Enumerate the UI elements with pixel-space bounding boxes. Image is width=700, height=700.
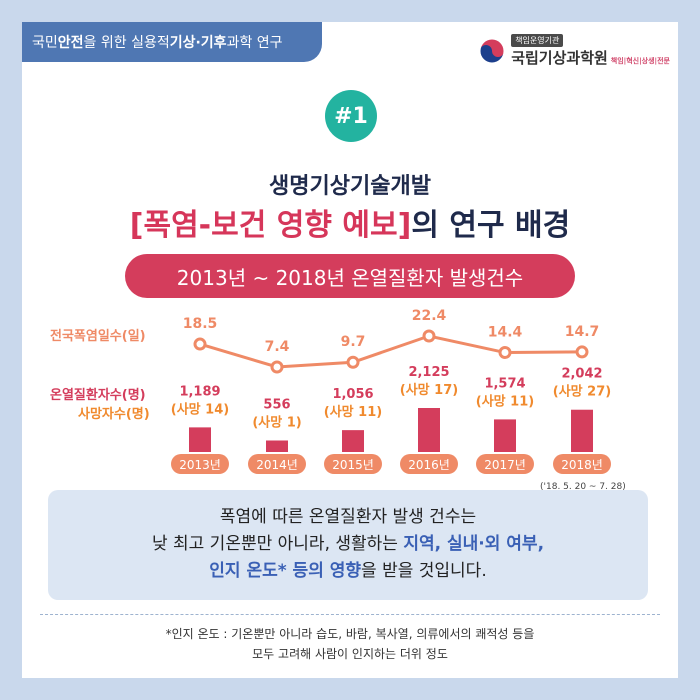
footnote-line-2: 모두 고려해 사람이 인지하는 더위 정도 [252,647,448,661]
year-pill [476,454,534,474]
heatwave-days-point [422,329,436,343]
title-line-1: 생명기상기술개발 [269,174,431,199]
year-pill [324,454,382,474]
patients-bar [571,409,593,452]
divider [40,614,660,615]
heatwave-days-value-label: 7.4 [265,339,290,355]
taegeuk-emblem-icon [479,38,505,64]
year-pill [248,454,306,474]
heatwave-days-value-label: 9.7 [341,334,366,350]
footnote: *인지 온도 : 기온뿐만 아니라 습도, 바람, 복사열, 의류에서의 쾌적성… [0,624,700,664]
tagline-pre: 국민 [32,35,58,51]
title-highlight: [폭염-보건 영향 예보] [129,208,412,243]
heatwave-days-value-label: 18.5 [183,316,218,332]
patients-value-label: 1,056 [332,387,373,402]
label-deaths: 사망자수(명) [78,407,150,422]
year-label: 2013년 [179,458,221,472]
patients-bar [342,430,364,452]
summary-line-3-post: 을 받을 것입니다. [361,561,487,581]
heatwave-days-value-label: 22.4 [412,308,447,324]
heatwave-days-point [498,346,512,360]
chart-title-pill: 2013년 ~ 2018년 온열질환자 발생건수 [125,254,575,298]
label-patients: 온열질환자수(명) [50,388,146,403]
patients-value-label: 1,574 [484,376,525,391]
title-line-2: [폭염-보건 영향 예보]의 연구 배경 [0,200,700,244]
org-small-label: 책임운영기관 [511,34,564,47]
heatwave-days-point [193,337,207,351]
heatwave-days-point [575,345,589,359]
patients-value-label: 2,042 [561,367,602,382]
patients-value-label: 556 [263,397,290,412]
title-rest: 의 연구 배경 [411,208,571,243]
heatwave-days-value-label: 14.4 [488,325,523,341]
summary-line-2: 낮 최고 기온뿐만 아니라, 생활하는 지역, 실내·외 여부, [48,531,648,558]
patients-bar [418,408,440,452]
section-number-badge: #1 [325,90,377,142]
patients-bar [494,419,516,452]
summary-line-2-pre: 낮 최고 기온뿐만 아니라, 생활하는 [151,534,404,554]
deaths-value-label: (사망 11) [324,404,382,420]
tagline-mid: 을 위한 실용적 [83,35,170,51]
year-label: 2018년 [561,458,603,472]
footnote-line-1: *인지 온도 : 기온뿐만 아니라 습도, 바람, 복사열, 의류에서의 쾌적성… [165,627,535,641]
deaths-value-label: (사망 1) [252,414,301,430]
tagline-bold-1: 안전 [57,35,84,51]
label-heatwave-days: 전국폭염일수(일) [50,329,146,344]
tagline-bold-2: 기상·기후 [169,35,227,51]
org-name: 국립기상과학원 [511,49,608,67]
year-label: 2016년 [408,458,450,472]
patients-value-label: 2,125 [408,365,449,380]
summary-line-3: 인지 온도* 등의 영향을 받을 것입니다. [48,558,648,585]
deaths-value-label: (사망 14) [171,401,229,417]
patients-bar [189,427,211,452]
org-slogan: 책임|혁신|상생|전문 [610,57,670,65]
year-pill [553,454,611,474]
year-label: 2017년 [484,458,526,472]
heatwave-days-point [270,360,284,374]
patients-bar [266,440,288,452]
heatwave-days-line [199,334,583,369]
deaths-value-label: (사망 17) [400,382,458,398]
year-label: 2015년 [332,458,374,472]
summary-line-1: 폭염에 따른 온열질환자 발생 건수는 [219,507,477,527]
period-note: ('18. 5. 20 ~ 7. 28) [540,482,626,492]
tagline-post: 과학 연구 [226,35,283,51]
year-pill [400,454,458,474]
summary-box: 폭염에 따른 온열질환자 발생 건수는 낮 최고 기온뿐만 아니라, 생활하는 … [48,490,648,600]
org-logo: 책임운영기관 국립기상과학원 책임|혁신|상생|전문 [479,34,670,68]
year-pill [171,454,229,474]
header-tagline: 국민 안전 을 위한 실용적 기상·기후 과학 연구 [22,22,322,62]
heatwave-days-value-label: 14.7 [565,324,600,340]
heatwave-days-point [346,355,360,369]
summary-line-2-emphasis: 지역, 실내·외 여부, [403,534,545,554]
deaths-value-label: (사망 11) [476,393,534,409]
year-label: 2014년 [256,458,298,472]
patients-value-label: 1,189 [179,384,220,399]
deaths-value-label: (사망 27) [553,384,611,400]
summary-line-3-emphasis: 인지 온도* 등의 영향 [209,561,362,581]
